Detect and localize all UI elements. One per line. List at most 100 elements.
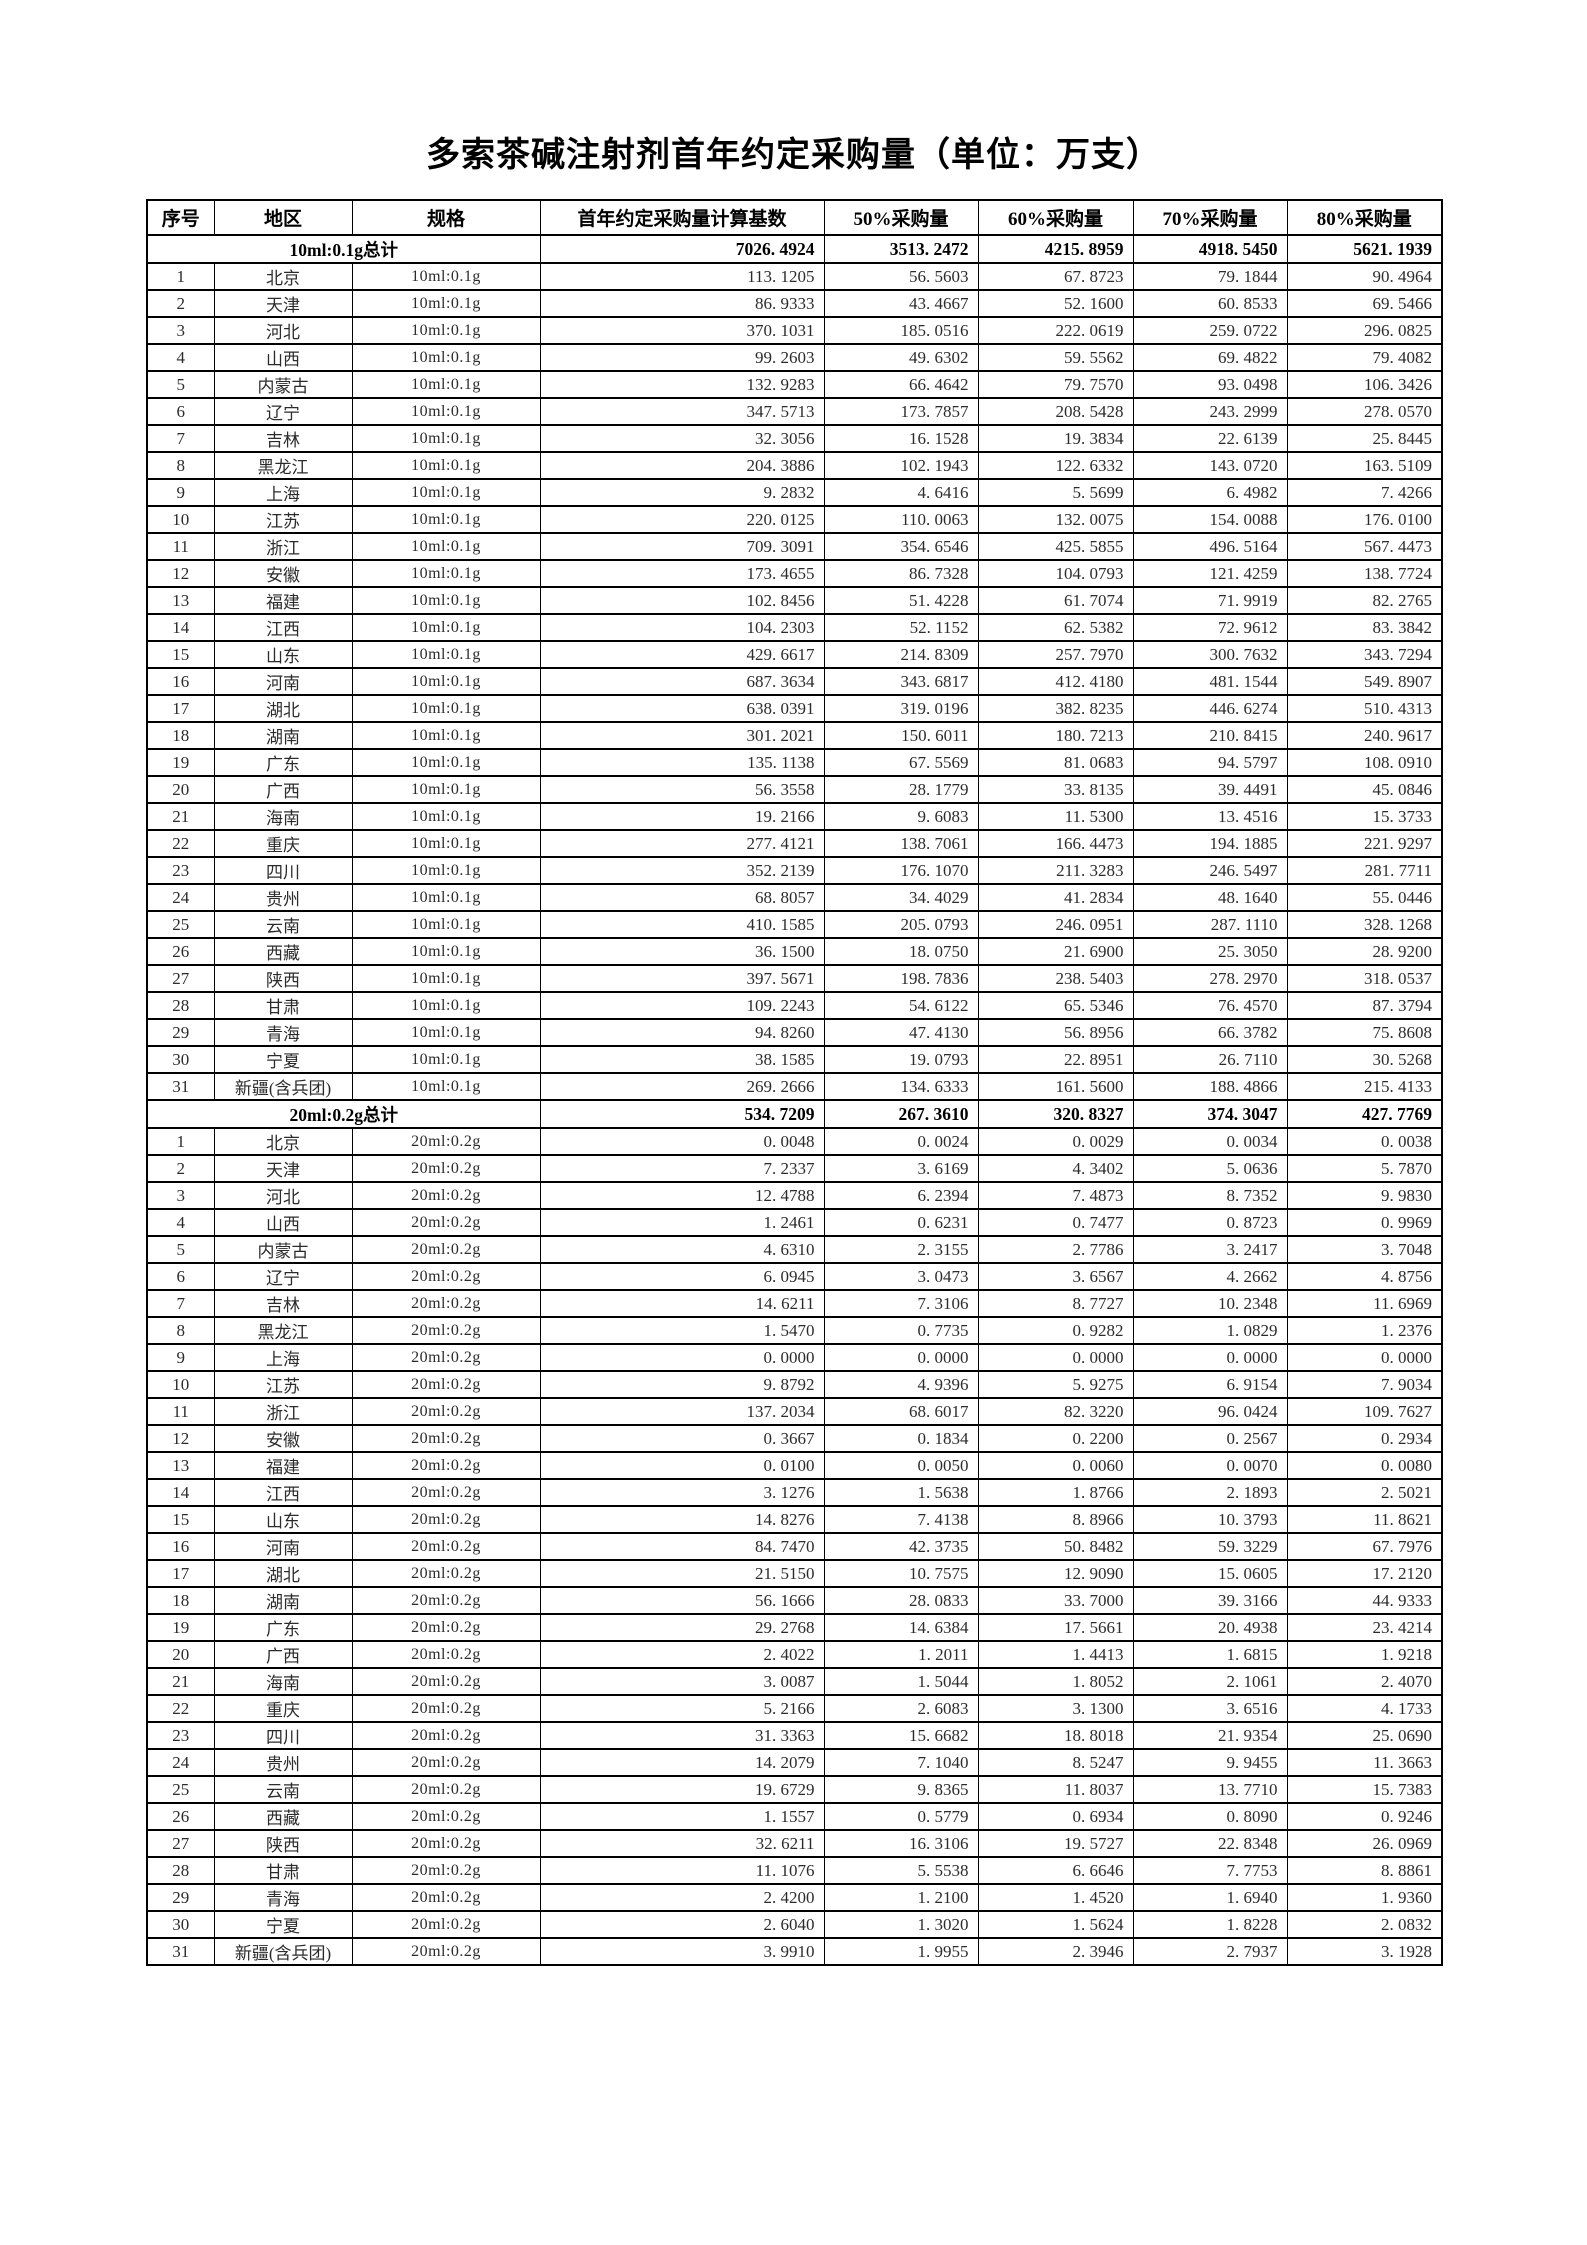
section-total-value: 4215. 8959	[977, 234, 1134, 264]
row-value: 3. 2417	[1132, 1235, 1288, 1264]
row-value: 94. 5797	[1132, 748, 1288, 777]
row-index: 11	[146, 532, 215, 561]
row-value: 9. 8792	[539, 1370, 825, 1399]
table-row: 14 江西 20ml:0.2g 3. 1276 1. 5638 1. 8766 2. 189…	[146, 1478, 1443, 1507]
row-region: 四川	[213, 856, 353, 885]
row-value: 2. 0832	[1286, 1910, 1443, 1939]
row-value: 7. 7753	[1132, 1856, 1288, 1885]
row-value: 76. 4570	[1132, 991, 1288, 1020]
row-value: 104. 2303	[539, 613, 825, 642]
row-value: 7. 2337	[539, 1154, 825, 1183]
row-region: 西藏	[213, 937, 353, 966]
row-value: 12. 9090	[977, 1559, 1134, 1588]
table-row: 6 辽宁 10ml:0.1g 347. 5713 173. 7857 208. 5428 2…	[146, 397, 1443, 426]
row-value: 87. 3794	[1286, 991, 1443, 1020]
row-value: 6. 2394	[823, 1181, 979, 1210]
row-spec: 20ml:0.2g	[351, 1559, 541, 1588]
row-value: 1. 9955	[823, 1937, 979, 1966]
row-value: 1. 8766	[977, 1478, 1134, 1507]
table-row: 20 广西 10ml:0.1g 56. 3558 28. 1779 33. 8135 39.…	[146, 775, 1443, 804]
row-region: 江苏	[213, 1370, 353, 1399]
row-value: 7. 4138	[823, 1505, 979, 1534]
row-spec: 10ml:0.1g	[351, 694, 541, 723]
row-value: 2. 1893	[1132, 1478, 1288, 1507]
row-value: 2. 6040	[539, 1910, 825, 1939]
row-value: 82. 3220	[977, 1397, 1134, 1426]
row-value: 29. 2768	[539, 1613, 825, 1642]
row-spec: 20ml:0.2g	[351, 1208, 541, 1237]
row-value: 2. 4070	[1286, 1667, 1443, 1696]
row-value: 161. 5600	[977, 1072, 1134, 1101]
row-value: 3. 0087	[539, 1667, 825, 1696]
row-region: 贵州	[213, 883, 353, 912]
row-region: 北京	[213, 1127, 353, 1156]
row-region: 青海	[213, 1018, 353, 1047]
row-value: 135. 1138	[539, 748, 825, 777]
row-value: 481. 1544	[1132, 667, 1288, 696]
row-value: 68. 6017	[823, 1397, 979, 1426]
row-value: 15. 3733	[1286, 802, 1443, 831]
row-spec: 20ml:0.2g	[351, 1505, 541, 1534]
row-value: 25. 0690	[1286, 1721, 1443, 1750]
row-value: 9. 2832	[539, 478, 825, 507]
section-total-value: 7026. 4924	[539, 234, 825, 264]
section-total-label: 20ml:0.2g总计	[146, 1099, 541, 1129]
row-value: 0. 7735	[823, 1316, 979, 1345]
row-value: 496. 5164	[1132, 532, 1288, 561]
row-value: 20. 4938	[1132, 1613, 1288, 1642]
row-value: 173. 7857	[823, 397, 979, 426]
row-spec: 10ml:0.1g	[351, 640, 541, 669]
row-value: 222. 0619	[977, 316, 1134, 345]
row-value: 9. 6083	[823, 802, 979, 831]
row-value: 278. 0570	[1286, 397, 1443, 426]
row-value: 5. 2166	[539, 1694, 825, 1723]
row-index: 7	[146, 424, 215, 453]
table-row: 25 云南 10ml:0.1g 410. 1585 205. 0793 246. 0951…	[146, 910, 1443, 939]
row-value: 328. 1268	[1286, 910, 1443, 939]
row-value: 0. 0048	[539, 1127, 825, 1156]
row-value: 17. 5661	[977, 1613, 1134, 1642]
row-value: 68. 8057	[539, 883, 825, 912]
row-value: 110. 0063	[823, 505, 979, 534]
row-value: 1. 6940	[1132, 1883, 1288, 1912]
row-index: 30	[146, 1045, 215, 1074]
row-value: 11. 5300	[977, 802, 1134, 831]
row-value: 67. 5569	[823, 748, 979, 777]
row-index: 19	[146, 748, 215, 777]
row-region: 广东	[213, 1613, 353, 1642]
row-value: 410. 1585	[539, 910, 825, 939]
row-value: 56. 1666	[539, 1586, 825, 1615]
row-value: 1. 4413	[977, 1640, 1134, 1669]
row-value: 21. 9354	[1132, 1721, 1288, 1750]
row-region: 河南	[213, 667, 353, 696]
row-value: 0. 0000	[823, 1343, 979, 1372]
row-value: 246. 0951	[977, 910, 1134, 939]
row-region: 山西	[213, 1208, 353, 1237]
row-value: 352. 2139	[539, 856, 825, 885]
row-value: 3. 9910	[539, 1937, 825, 1966]
row-value: 9. 9830	[1286, 1181, 1443, 1210]
row-value: 3. 6516	[1132, 1694, 1288, 1723]
row-spec: 10ml:0.1g	[351, 721, 541, 750]
row-value: 14. 6384	[823, 1613, 979, 1642]
table-row: 26 西藏 20ml:0.2g 1. 1557 0. 5779 0. 6934 0. 809…	[146, 1802, 1443, 1831]
column-header-region: 地区	[213, 199, 353, 236]
row-value: 21. 6900	[977, 937, 1134, 966]
table-row: 1 北京 20ml:0.2g 0. 0048 0. 0024 0. 0029 0. 0034…	[146, 1127, 1443, 1156]
row-value: 154. 0088	[1132, 505, 1288, 534]
row-index: 8	[146, 451, 215, 480]
row-spec: 10ml:0.1g	[351, 505, 541, 534]
row-region: 重庆	[213, 829, 353, 858]
row-value: 62. 5382	[977, 613, 1134, 642]
row-value: 510. 4313	[1286, 694, 1443, 723]
row-region: 新疆(含兵团)	[213, 1937, 353, 1966]
row-value: 33. 8135	[977, 775, 1134, 804]
table-row: 30 宁夏 20ml:0.2g 2. 6040 1. 3020 1. 5624 1. 822…	[146, 1910, 1443, 1939]
row-value: 47. 4130	[823, 1018, 979, 1047]
row-index: 17	[146, 1559, 215, 1588]
row-index: 15	[146, 640, 215, 669]
section-total-value: 5621. 1939	[1286, 234, 1443, 264]
column-header-80pct: 80%采购量	[1286, 199, 1443, 236]
row-value: 2. 6083	[823, 1694, 979, 1723]
table-row: 10 江苏 20ml:0.2g 9. 8792 4. 9396 5. 9275 6. 915…	[146, 1370, 1443, 1399]
